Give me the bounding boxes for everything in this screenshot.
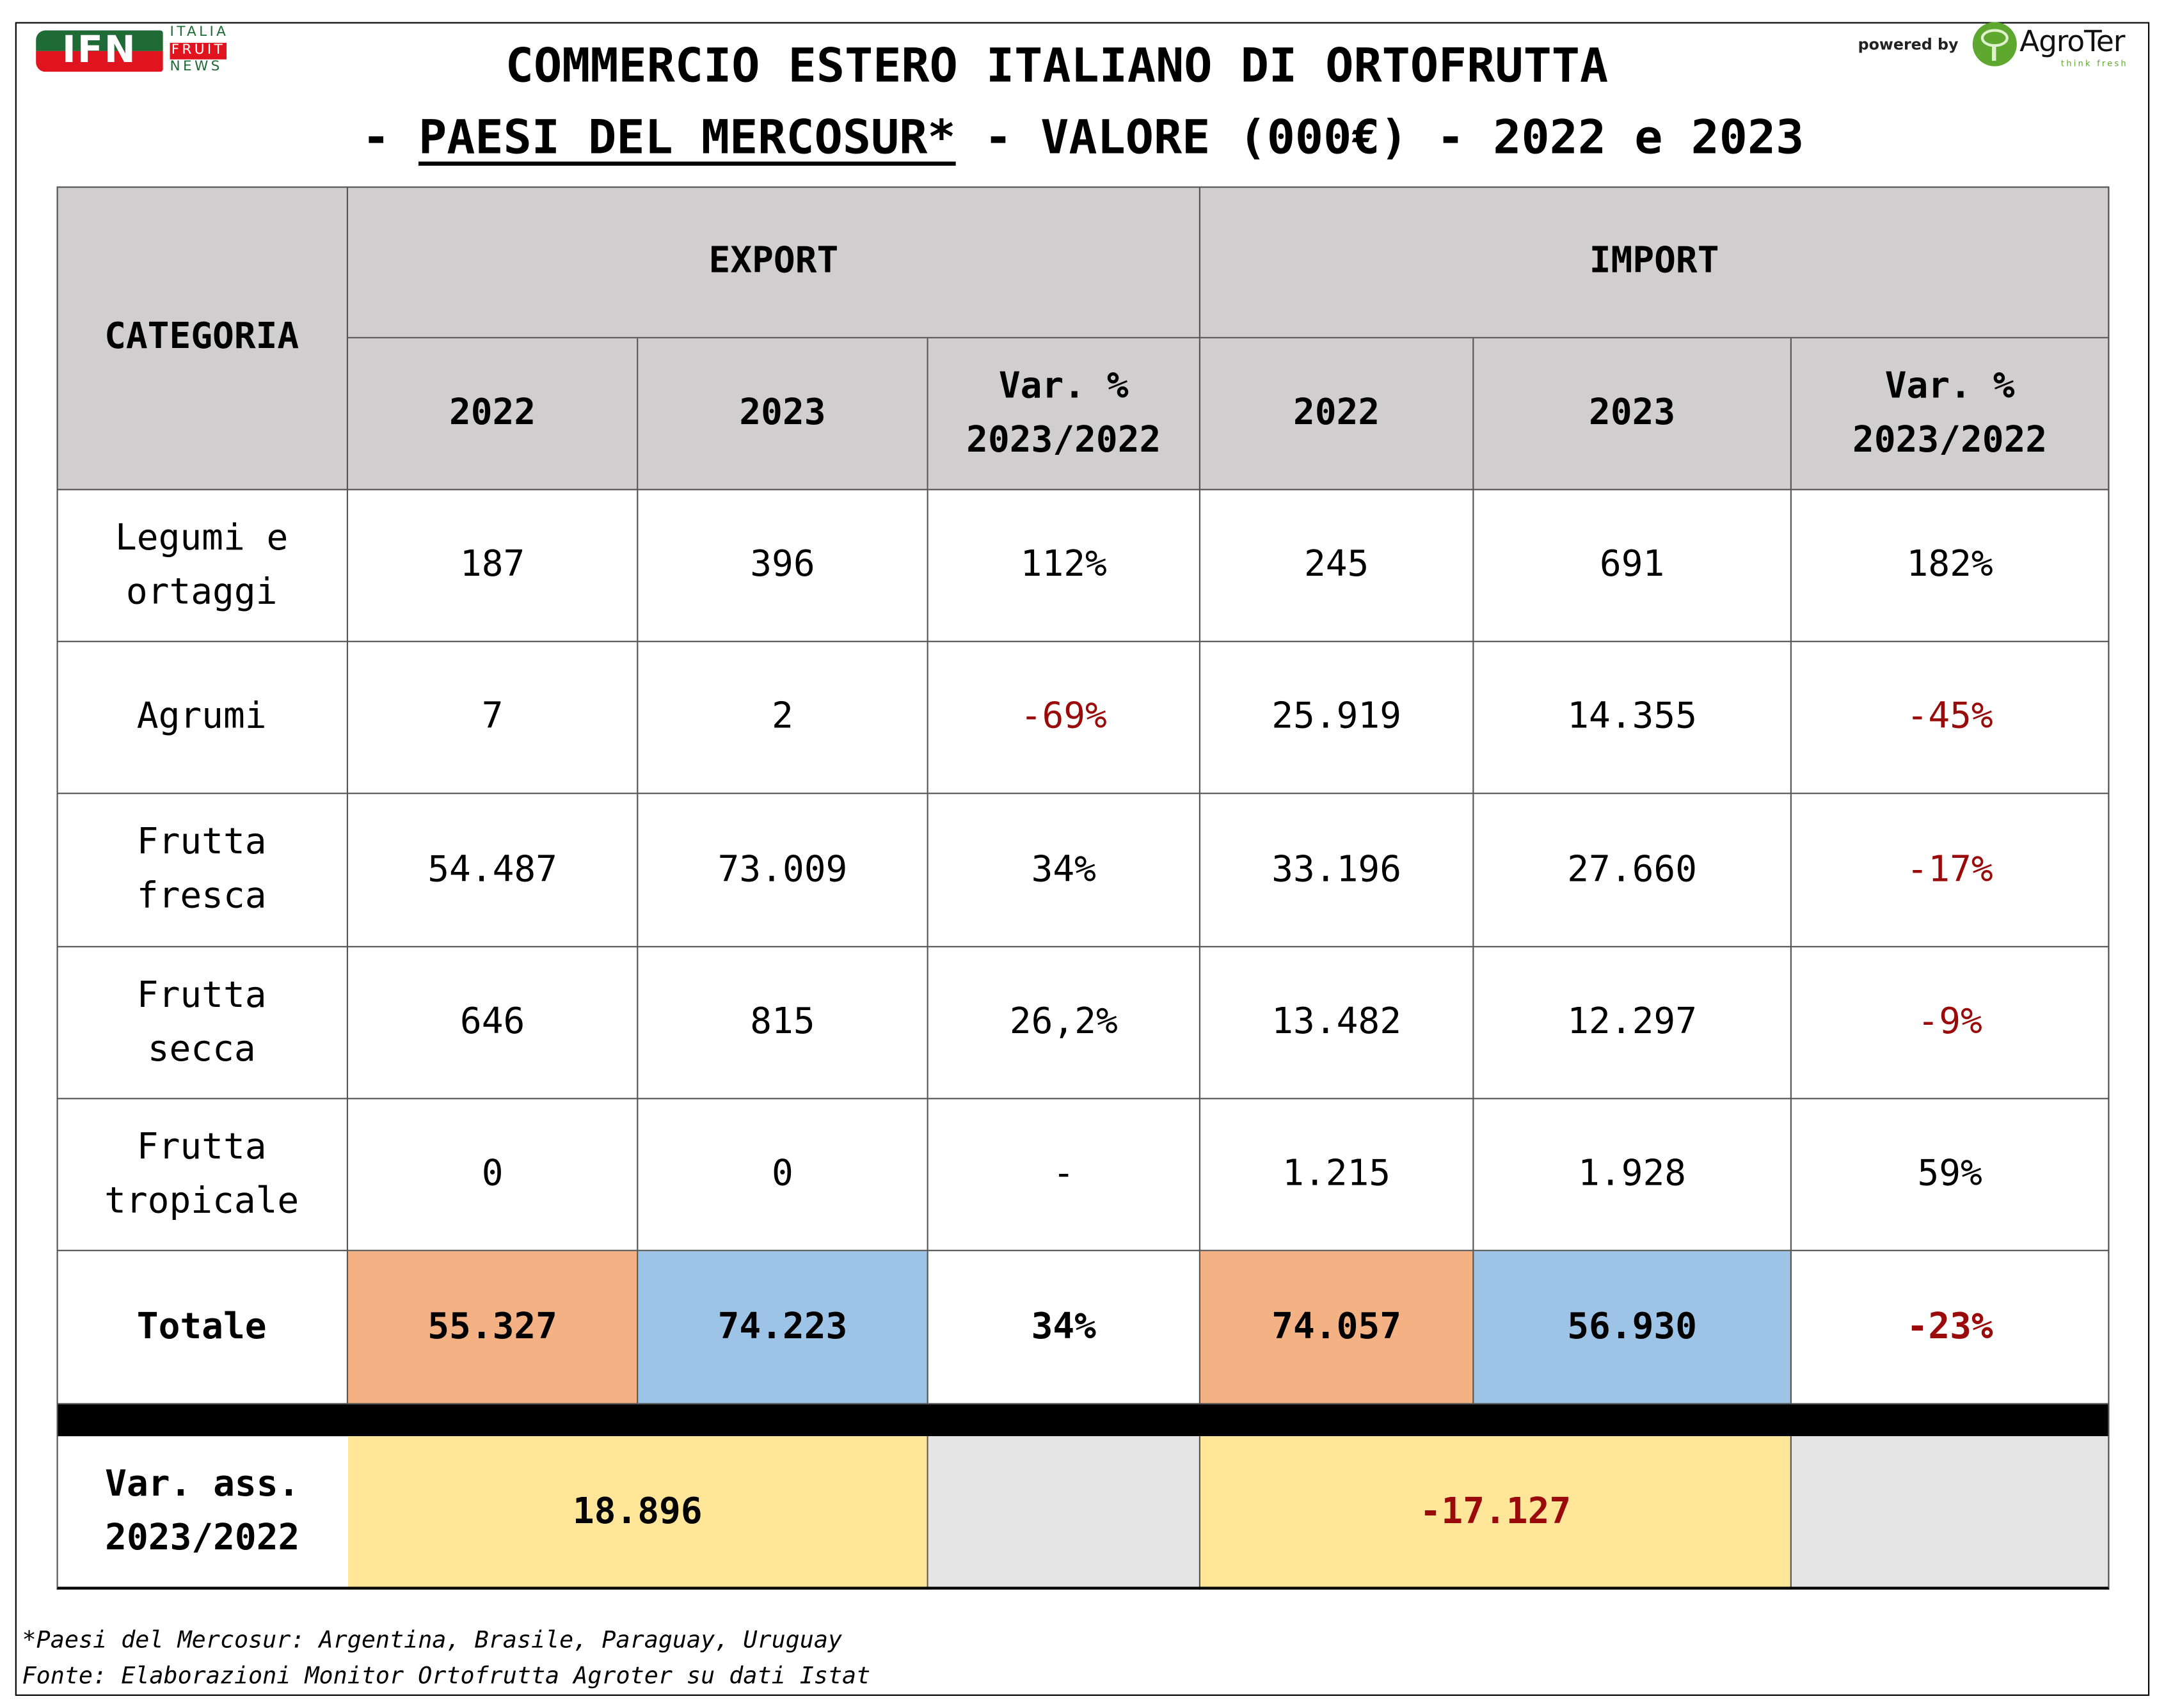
var-ass-export-empty bbox=[928, 1436, 1200, 1590]
row-exp-2023: 396 bbox=[638, 490, 928, 642]
row-imp-var: -17% bbox=[1791, 794, 2110, 947]
subtitle-region: PAESI DEL MERCOSUR* bbox=[418, 110, 956, 166]
row-imp-2022: 25.919 bbox=[1200, 642, 1474, 795]
row-imp-2023: 1.928 bbox=[1474, 1099, 1792, 1251]
row-category-line: tropicale bbox=[104, 1180, 299, 1222]
total-label: Totale bbox=[56, 1251, 349, 1405]
total-import-2023: 56.930 bbox=[1474, 1251, 1792, 1405]
page-subtitle: - PAESI DEL MERCOSUR* - VALORE (000€) - … bbox=[0, 107, 2166, 168]
footnote-mercosur: *Paesi del Mercosur: Argentina, Brasile,… bbox=[22, 1627, 843, 1655]
header-import-2022: 2022 bbox=[1200, 338, 1474, 491]
row-exp-var: 34% bbox=[928, 794, 1200, 947]
ifn-wordmark: ITALIA FRUIT NEWS bbox=[170, 25, 259, 77]
var-ass-label-line2: 2023/2022 bbox=[105, 1517, 300, 1560]
header-export-2023: 2023 bbox=[638, 338, 928, 491]
header-export-2022: 2022 bbox=[348, 338, 639, 491]
row-category-line: Frutta bbox=[136, 821, 267, 864]
ifn-badge-icon: IFN bbox=[36, 30, 163, 72]
total-export-2023: 74.223 bbox=[638, 1251, 928, 1405]
row-category: Agrumi bbox=[56, 642, 349, 795]
header-export-var: Var. % 2023/2022 bbox=[928, 338, 1200, 491]
row-category-line: Frutta bbox=[136, 974, 267, 1016]
row-imp-2022: 33.196 bbox=[1200, 794, 1474, 947]
row-exp-2023: 0 bbox=[638, 1099, 928, 1251]
header-import: IMPORT bbox=[1200, 186, 2110, 338]
subtitle-prefix: - bbox=[362, 110, 419, 166]
row-exp-var: -69% bbox=[928, 642, 1200, 795]
header-import-var: Var. % 2023/2022 bbox=[1791, 338, 2110, 491]
footnote-source: Fonte: Elaborazioni Monitor Ortofrutta A… bbox=[22, 1663, 871, 1691]
row-exp-2023: 815 bbox=[638, 947, 928, 1100]
total-import-2022: 74.057 bbox=[1200, 1251, 1474, 1405]
header-var-period: 2023/2022 bbox=[966, 419, 1161, 461]
separator-bar bbox=[56, 1404, 2110, 1437]
row-imp-var: -9% bbox=[1791, 947, 2110, 1100]
row-exp-2023: 73.009 bbox=[638, 794, 928, 947]
row-exp-2022: 7 bbox=[348, 642, 639, 795]
row-exp-2022: 646 bbox=[348, 947, 639, 1100]
row-imp-2023: 14.355 bbox=[1474, 642, 1792, 795]
row-imp-var: 59% bbox=[1791, 1099, 2110, 1251]
row-exp-2022: 0 bbox=[348, 1099, 639, 1251]
header-export: EXPORT bbox=[348, 186, 1200, 338]
agroter-logo-name: AgroTer bbox=[2019, 24, 2125, 58]
var-ass-import-empty bbox=[1791, 1436, 2110, 1590]
row-category: Frutta secca bbox=[56, 947, 349, 1100]
ifn-word-italia: ITALIA bbox=[170, 24, 229, 40]
row-exp-2022: 187 bbox=[348, 490, 639, 642]
row-imp-2023: 691 bbox=[1474, 490, 1792, 642]
row-imp-var: -45% bbox=[1791, 642, 2110, 795]
page-title: COMMERCIO ESTERO ITALIANO DI ORTOFRUTTA bbox=[505, 38, 1609, 94]
row-imp-2023: 12.297 bbox=[1474, 947, 1792, 1100]
ifn-word-fruit-row: FRUIT bbox=[170, 42, 259, 59]
agroter-tagline: think fresh bbox=[2060, 59, 2128, 69]
row-imp-2022: 1.215 bbox=[1200, 1099, 1474, 1251]
row-imp-2023: 27.660 bbox=[1474, 794, 1792, 947]
ifn-word-news: NEWS bbox=[170, 59, 223, 75]
row-category: Frutta fresca bbox=[56, 794, 349, 947]
header-var-label: Var. % bbox=[1884, 365, 2015, 407]
row-exp-var: - bbox=[928, 1099, 1200, 1251]
row-category-line: fresca bbox=[136, 875, 267, 917]
row-exp-2023: 2 bbox=[638, 642, 928, 795]
var-ass-label: Var. ass. 2023/2022 bbox=[56, 1436, 349, 1590]
var-ass-import: -17.127 bbox=[1200, 1436, 1792, 1590]
row-exp-var: 112% bbox=[928, 490, 1200, 642]
row-imp-2022: 13.482 bbox=[1200, 947, 1474, 1100]
subtitle-suffix: - VALORE (000€) - 2022 e 2023 bbox=[955, 110, 1804, 166]
row-category: Frutta tropicale bbox=[56, 1099, 349, 1251]
header-categoria: CATEGORIA bbox=[56, 186, 349, 491]
row-category-line: Agrumi bbox=[136, 696, 267, 738]
row-imp-var: 182% bbox=[1791, 490, 2110, 642]
row-exp-var: 26,2% bbox=[928, 947, 1200, 1100]
row-category-line: secca bbox=[147, 1028, 256, 1070]
row-category-line: Frutta bbox=[136, 1126, 267, 1168]
row-category: Legumi e ortaggi bbox=[56, 490, 349, 642]
tree-icon bbox=[1972, 22, 2017, 67]
total-export-2022: 55.327 bbox=[348, 1251, 639, 1405]
row-category-line: ortaggi bbox=[125, 571, 278, 613]
row-category-line: Legumi e bbox=[115, 517, 289, 559]
ifn-logo: IFN ITALIA FRUIT NEWS bbox=[36, 25, 257, 77]
row-imp-2022: 245 bbox=[1200, 490, 1474, 642]
header-var-period: 2023/2022 bbox=[1852, 419, 2048, 461]
var-ass-label-line1: Var. ass. bbox=[105, 1464, 300, 1506]
powered-by-label: powered by bbox=[1858, 36, 1959, 54]
ifn-logo-text: IFN bbox=[62, 30, 137, 72]
total-export-var: 34% bbox=[928, 1251, 1200, 1405]
header-import-2023: 2023 bbox=[1474, 338, 1792, 491]
row-exp-2022: 54.487 bbox=[348, 794, 639, 947]
ifn-word-fruit: FRUIT bbox=[170, 42, 227, 59]
header-var-label: Var. % bbox=[998, 365, 1129, 407]
total-import-var: -23% bbox=[1791, 1251, 2110, 1405]
var-ass-export: 18.896 bbox=[348, 1436, 928, 1590]
